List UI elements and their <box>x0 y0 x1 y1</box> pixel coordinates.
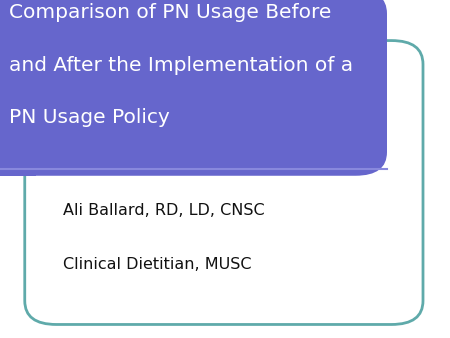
Text: Comparison of PN Usage Before: Comparison of PN Usage Before <box>9 3 331 22</box>
FancyBboxPatch shape <box>0 0 387 176</box>
Text: Ali Ballard, RD, LD, CNSC: Ali Ballard, RD, LD, CNSC <box>63 203 265 218</box>
Bar <box>0 0 36 176</box>
FancyBboxPatch shape <box>25 41 423 324</box>
Text: and After the Implementation of a: and After the Implementation of a <box>9 56 353 75</box>
Text: Clinical Dietitian, MUSC: Clinical Dietitian, MUSC <box>63 257 252 272</box>
Text: PN Usage Policy: PN Usage Policy <box>9 108 170 127</box>
